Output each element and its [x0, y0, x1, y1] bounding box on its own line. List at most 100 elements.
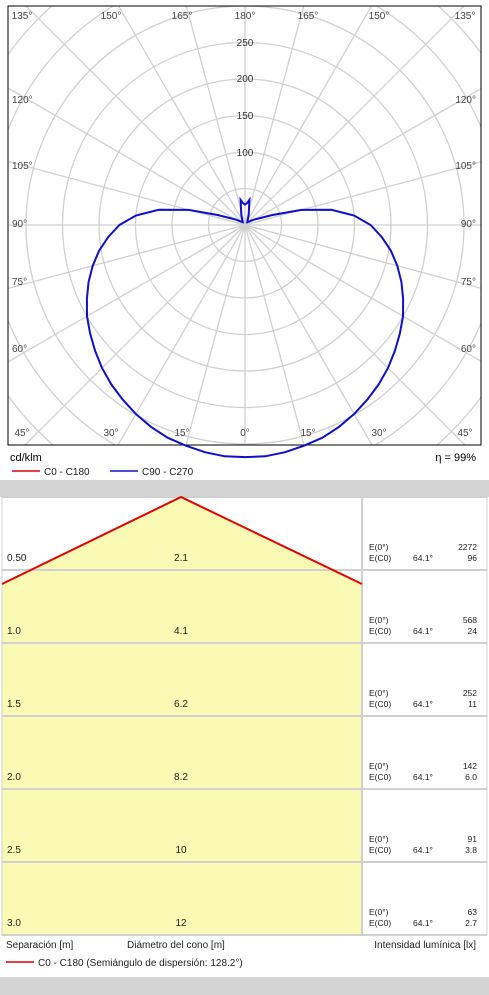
row-ec0-angle: 64.1° — [413, 918, 433, 928]
row-ec0-label: E(C0) — [369, 699, 391, 709]
grid-spoke — [244, 224, 481, 289]
grid-spoke — [8, 224, 246, 290]
radial-label: 250 — [237, 38, 254, 49]
row-e0-value: 142 — [463, 761, 477, 771]
angle-label: 0° — [240, 428, 250, 439]
row-separation: 3.0 — [7, 918, 21, 929]
row-separation: 1.5 — [7, 699, 21, 710]
row-diameter: 12 — [175, 918, 187, 929]
grid-spoke — [244, 87, 481, 226]
row-e0-value: 2272 — [458, 542, 477, 552]
curve-c90-c270 — [85, 196, 405, 459]
grid-spoke — [117, 6, 246, 226]
diameter-axis-label: Diámetro del cono [m] — [127, 940, 225, 951]
row-ec0-angle: 64.1° — [413, 626, 433, 636]
polar-grid-lines — [8, 6, 481, 445]
row-diameter: 8.2 — [174, 772, 188, 783]
angle-label: 180° — [235, 11, 256, 22]
grid-spoke — [185, 6, 246, 226]
row-ec0-label: E(C0) — [369, 918, 391, 928]
row-ec0-value: 11 — [468, 699, 477, 709]
row-separation: 0.50 — [7, 553, 27, 564]
row-ec0-angle: 64.1° — [413, 772, 433, 782]
polar-legend: C0 - C180 C90 - C270 — [12, 467, 194, 478]
angle-labels-bottom: 45° 30° 15° 0° 15° 30° 45° — [14, 428, 472, 439]
angle-label: 150° — [101, 11, 122, 22]
row-ec0-label: E(C0) — [369, 845, 391, 855]
legend-label-c90: C90 - C270 — [142, 467, 194, 478]
angle-label: 15° — [300, 428, 315, 439]
angle-label: 90° — [461, 219, 476, 230]
efficiency-label: η = 99% — [435, 452, 476, 464]
grid-spoke — [185, 224, 246, 445]
angle-label: 90° — [12, 219, 27, 230]
grid-spoke — [8, 224, 246, 363]
angle-label: 15° — [174, 428, 189, 439]
unit-label: cd/klm — [10, 452, 42, 464]
row-ec0-angle: 64.1° — [413, 845, 433, 855]
radial-label: 100 — [237, 148, 254, 159]
angle-label: 135° — [455, 11, 476, 22]
row-diameter: 10 — [175, 845, 187, 856]
grid-spoke — [24, 224, 246, 445]
polar-diagram: 135° 150° 165° 180° 165° 150° 135° 45° 3… — [0, 0, 489, 480]
angle-label: 60° — [461, 344, 476, 355]
polar-frame — [7, 5, 482, 446]
angle-label: 30° — [371, 428, 386, 439]
row-ec0-value: 2.7 — [465, 918, 477, 928]
radial-label: 150 — [237, 111, 254, 122]
angle-label: 75° — [12, 277, 27, 288]
angle-label: 150° — [369, 11, 390, 22]
radial-label: 200 — [237, 74, 254, 85]
row-ec0-angle: 64.1° — [413, 553, 433, 563]
grid-spoke — [244, 224, 466, 445]
row-separation: 2.5 — [7, 845, 21, 856]
legend-label-c0: C0 - C180 — [44, 467, 90, 478]
row-ec0-value: 24 — [468, 626, 478, 636]
angle-label: 45° — [14, 428, 29, 439]
grid-spoke — [244, 6, 373, 226]
row-e0-label: E(0°) — [369, 542, 389, 552]
radial-labels: 100 150 200 250 — [237, 38, 254, 159]
angle-label: 105° — [12, 161, 33, 172]
row-e0-label: E(0°) — [369, 907, 389, 917]
row-ec0-value: 3.8 — [465, 845, 477, 855]
angle-labels-right: 120° 105° 90° 75° 60° — [455, 95, 476, 355]
angle-label: 165° — [172, 11, 193, 22]
grid-spoke — [244, 6, 305, 226]
row-ec0-value: 6.0 — [465, 772, 477, 782]
grid-spoke — [8, 87, 246, 226]
row-ec0-angle: 64.1° — [413, 699, 433, 709]
separation-axis-label: Separación [m] — [6, 940, 73, 951]
row-e0-value: 568 — [463, 615, 477, 625]
angle-label: 45° — [457, 428, 472, 439]
cone-rows: 0.50 2.1 E(0°) 2272 E(C0) 64.1° 96 1.0 4.1 E(0°) 5… — [1, 496, 488, 936]
grid-spoke — [244, 224, 305, 445]
row-diameter: 2.1 — [174, 553, 188, 564]
grid-spoke — [8, 160, 246, 226]
row-diameter: 4.1 — [174, 626, 188, 637]
grid-spoke — [244, 6, 465, 226]
angle-label: 135° — [12, 11, 33, 22]
angle-label: 120° — [455, 95, 476, 106]
angle-label: 30° — [103, 428, 118, 439]
row-separation: 2.0 — [7, 772, 21, 783]
angle-label: 75° — [461, 277, 476, 288]
angle-label: 165° — [298, 11, 319, 22]
row-e0-value: 91 — [468, 834, 478, 844]
row-e0-value: 63 — [468, 907, 478, 917]
polar-grid — [8, 6, 481, 445]
angle-label: 120° — [12, 95, 33, 106]
row-e0-value: 252 — [463, 688, 477, 698]
angle-labels-top: 135° 150° 165° 180° 165° 150° 135° — [12, 11, 476, 22]
grid-spoke — [117, 224, 246, 445]
row-e0-label: E(0°) — [369, 834, 389, 844]
polar-curves — [85, 196, 405, 459]
angle-label: 105° — [455, 161, 476, 172]
cone-outline — [1, 495, 363, 585]
row-e0-label: E(0°) — [369, 615, 389, 625]
grid-spoke — [244, 224, 373, 445]
intensity-axis-label: Intensidad lumínica [lx] — [374, 940, 476, 951]
row-ec0-label: E(C0) — [369, 772, 391, 782]
row-ec0-value: 96 — [468, 553, 478, 563]
